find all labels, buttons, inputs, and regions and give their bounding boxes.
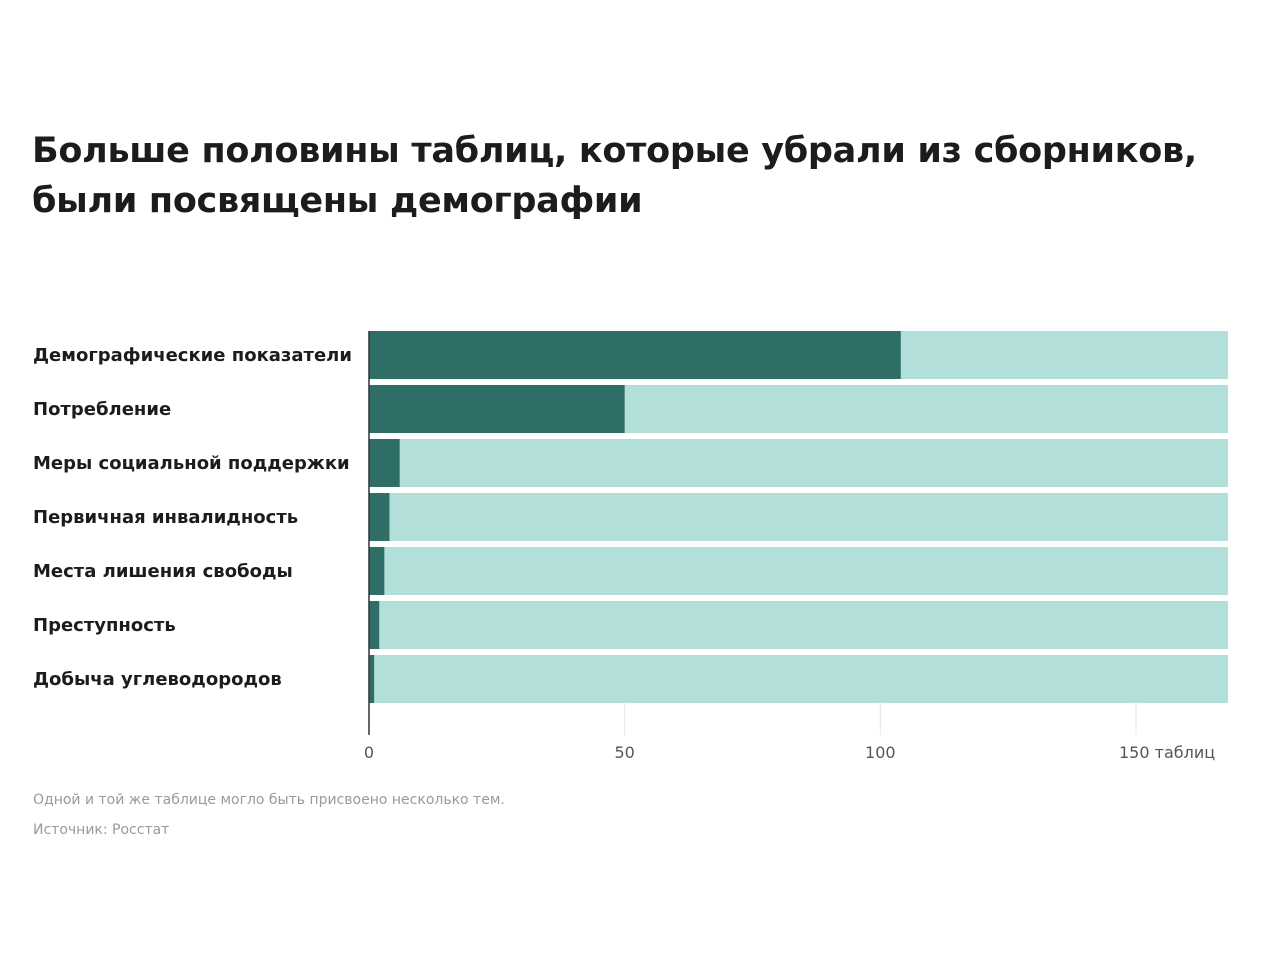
category-label: Потребление (33, 399, 171, 420)
x-tick-label: 0 (364, 743, 374, 762)
bar (369, 385, 625, 433)
chart-title: Больше половины таблиц, которые убрали и… (32, 131, 1197, 221)
bar (369, 547, 385, 595)
footnote: Одной и той же таблице могло быть присво… (33, 792, 505, 808)
x-tick-label: 50 (614, 743, 634, 762)
category-label: Добыча углеводородов (33, 669, 282, 690)
bar-background (369, 439, 1229, 487)
category-label: Преступность (33, 615, 176, 636)
category-label: Меры социальной поддержки (33, 453, 350, 474)
source-note: Источник: Росстат (33, 822, 170, 838)
bar (369, 493, 390, 541)
category-label: Первичная инвалидность (33, 507, 298, 528)
category-label: Демографические показатели (33, 345, 352, 366)
bar (369, 655, 375, 703)
category-label: Места лишения свободы (33, 561, 293, 582)
bar (369, 331, 901, 379)
bar (369, 601, 380, 649)
bar-background (369, 601, 1229, 649)
x-tick-label: 150 таблиц (1119, 743, 1215, 762)
x-tick-label: 100 (865, 743, 896, 762)
bar (369, 439, 400, 487)
bar-background (369, 493, 1229, 541)
bar-background (369, 547, 1229, 595)
bar-background (369, 655, 1229, 703)
